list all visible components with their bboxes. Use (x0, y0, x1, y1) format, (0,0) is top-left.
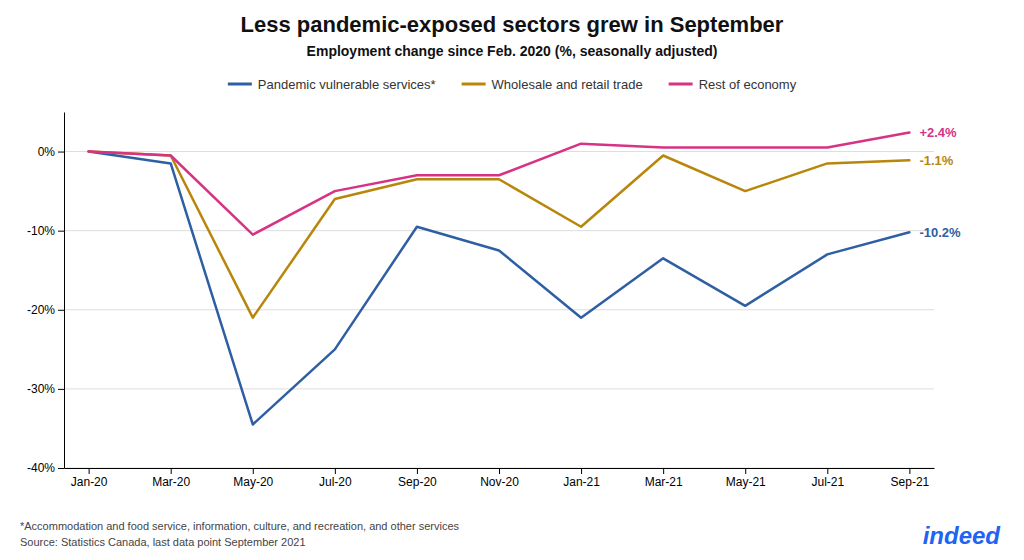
legend-label: Rest of economy (699, 77, 797, 92)
y-tick-mark (58, 152, 64, 153)
y-tick-label: 0% (38, 145, 56, 159)
title: Less pandemic-exposed sectors grew in Se… (241, 12, 784, 37)
legend-swatch (462, 83, 486, 86)
x-tick: Mar-21 (645, 468, 683, 489)
series-line (89, 133, 910, 235)
x-tick: Jan-20 (71, 468, 108, 489)
x-tick-mark (253, 468, 254, 474)
footnote: *Accommodation and food service, informa… (20, 520, 460, 532)
x-tick-label: Jul-20 (319, 475, 352, 489)
legend-item: Wholesale and retail trade (462, 77, 643, 92)
x-tick: Jan-21 (563, 468, 600, 489)
x-tick-label: Jul-21 (811, 475, 844, 489)
footnote: Source: Statistics Canada, last data poi… (20, 536, 306, 548)
x-tick-label: May-21 (726, 475, 766, 489)
x-tick-label: Sep-20 (398, 475, 437, 489)
x-tick-label: Nov-20 (480, 475, 519, 489)
x-tick-label: May-20 (233, 475, 273, 489)
grid-line (64, 388, 934, 389)
x-tick: Sep-20 (398, 468, 437, 489)
end-label: +2.4% (919, 125, 957, 140)
y-tick-mark (58, 310, 64, 311)
grid-line (64, 230, 934, 231)
y-tick: 0% (38, 145, 64, 159)
x-tick: Mar-20 (152, 468, 190, 489)
annotations: +2.4% -1.1% -10.2% (919, 125, 961, 240)
y-tick: -20% (27, 303, 64, 317)
x-tick-mark (663, 468, 664, 474)
y-tick: -10% (27, 224, 64, 238)
x-tick-mark (827, 468, 828, 474)
y-tick: -40% (27, 461, 64, 475)
y-axis-line (64, 113, 65, 469)
y-tick-label: -20% (27, 303, 55, 317)
legend-item: Pandemic vulnerable services* (228, 77, 436, 92)
legend-swatch (669, 83, 693, 86)
x-tick-mark (909, 468, 910, 474)
legend-swatch (228, 83, 252, 86)
y-tick: -30% (27, 382, 64, 396)
x-tick-mark (335, 468, 336, 474)
x-tick: Jul-20 (319, 468, 352, 489)
logo: indeed (923, 522, 1002, 549)
y-tick-mark (58, 468, 64, 469)
legend: Pandemic vulnerable services* Wholesale a… (228, 77, 797, 92)
legend-label: Pandemic vulnerable services* (258, 77, 436, 92)
grid (64, 152, 934, 468)
x-tick-mark (581, 468, 582, 474)
y-tick-mark (58, 389, 64, 390)
legend-label: Wholesale and retail trade (492, 77, 643, 92)
y-tick-label: -10% (27, 224, 55, 238)
x-tick-mark (89, 468, 90, 474)
plot: 0% -10% -20% -30% -40% Jan-20 Mar-20 May-20 Jul-… (27, 113, 961, 489)
x-tick-label: Jan-20 (71, 475, 108, 489)
lines (89, 133, 910, 425)
x-tick-label: Jan-21 (563, 475, 600, 489)
y-axis: 0% -10% -20% -30% -40% (27, 113, 65, 476)
end-label: -1.1% (919, 153, 953, 168)
grid-line (64, 309, 934, 310)
end-label: -10.2% (919, 225, 961, 240)
x-axis: Jan-20 Mar-20 May-20 Jul-20 Sep-20 Nov-20 Jan-… (65, 468, 935, 489)
y-tick-label: -40% (27, 461, 55, 475)
x-tick: May-21 (726, 468, 766, 489)
x-tick: May-20 (233, 468, 273, 489)
y-tick-label: -30% (27, 382, 55, 396)
x-tick: Sep-21 (891, 468, 930, 489)
x-tick-mark (745, 468, 746, 474)
x-tick-mark (499, 468, 500, 474)
x-tick-mark (417, 468, 418, 474)
x-tick-label: Sep-21 (891, 475, 930, 489)
x-tick: Nov-20 (480, 468, 519, 489)
subtitle: Employment change since Feb. 2020 (%, se… (307, 43, 718, 59)
series-line (89, 152, 910, 425)
x-tick-label: Mar-20 (152, 475, 190, 489)
legend-item: Rest of economy (669, 77, 797, 92)
x-tick: Jul-21 (811, 468, 844, 489)
x-tick-label: Mar-21 (645, 475, 683, 489)
chart: Less pandemic-exposed sectors grew in Se… (0, 0, 1024, 560)
y-tick-mark (58, 231, 64, 232)
x-tick-mark (171, 468, 172, 474)
grid-line (64, 151, 934, 152)
